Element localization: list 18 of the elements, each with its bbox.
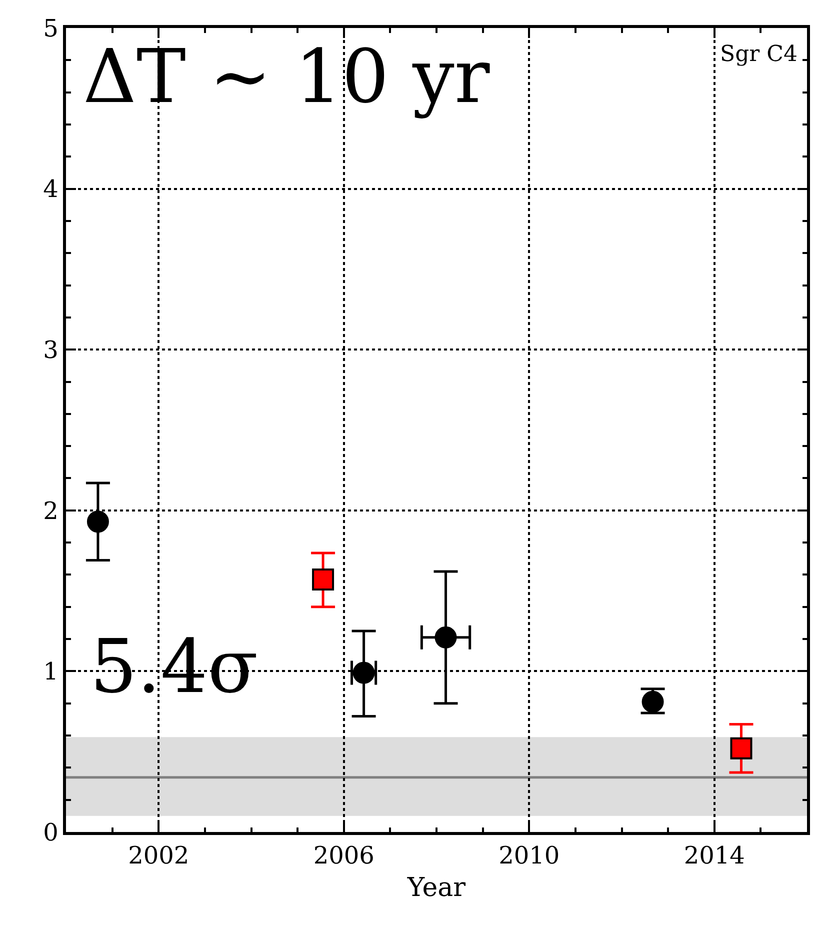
y-tick-label: 4 — [43, 175, 58, 204]
x-tick-label: 2010 — [498, 842, 560, 870]
point — [730, 737, 752, 760]
x-axis-title: Year — [406, 873, 466, 904]
annotation: ΔT ∼ 10 yr — [83, 34, 490, 120]
annotation: Sgr C4 — [720, 42, 798, 67]
y-tick-label: 5 — [43, 14, 58, 42]
x-tick-label: 2014 — [684, 842, 745, 870]
x-tick-label: 2002 — [128, 842, 190, 870]
y-tick-label: 3 — [43, 336, 58, 364]
point — [86, 510, 109, 533]
point — [312, 568, 334, 591]
y-tick-label: 0 — [43, 818, 58, 846]
y-tick-label: 2 — [43, 496, 58, 525]
x-tick-label: 2006 — [313, 842, 374, 870]
point — [434, 626, 457, 648]
y-tick-label: 1 — [43, 658, 58, 686]
annotation: 5.4σ — [90, 624, 258, 710]
